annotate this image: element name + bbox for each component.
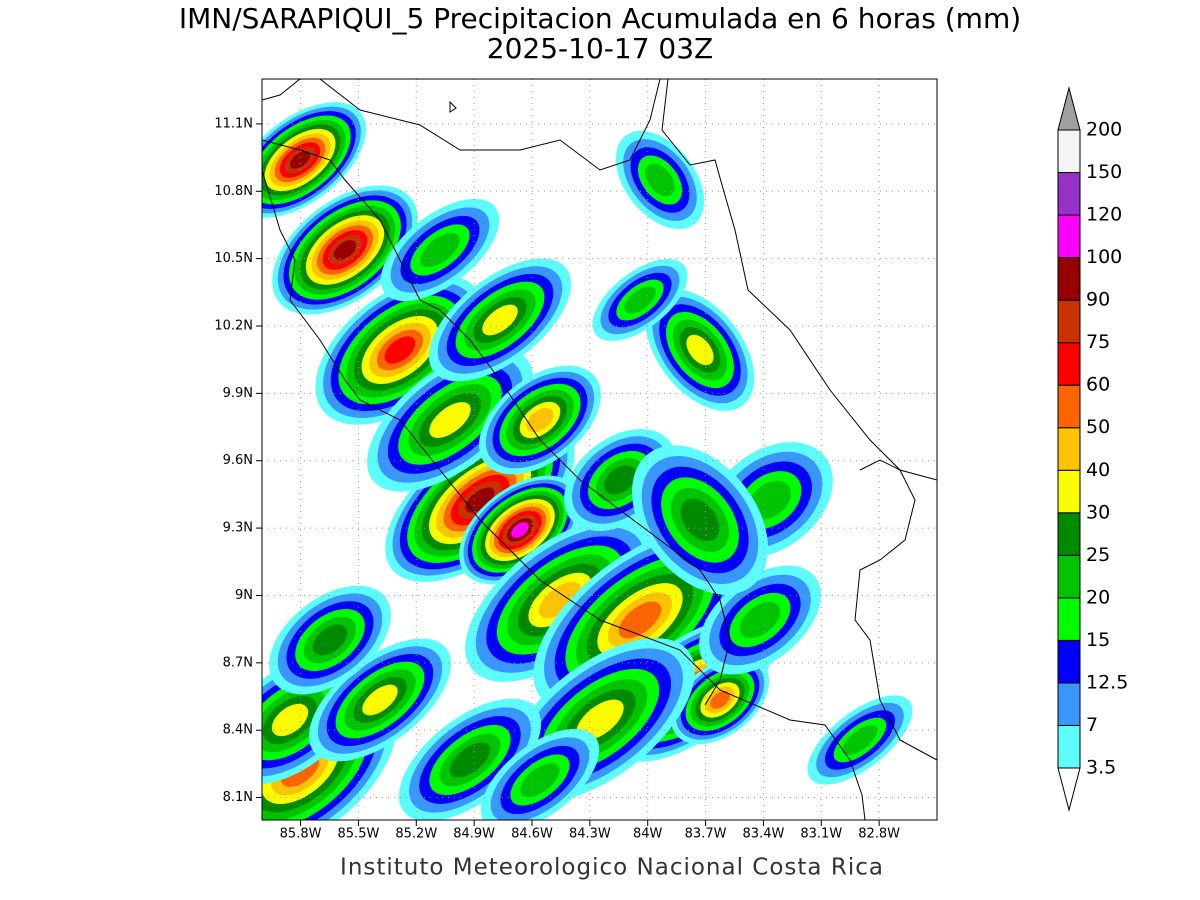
colorbar-box: [1057, 597, 1081, 641]
colorbar-label: 20: [1086, 586, 1110, 608]
x-tick-label: 84W: [633, 827, 663, 842]
coastline: [661, 79, 937, 481]
y-tick-label: 10.8N: [214, 184, 253, 199]
colorbar-label: 200: [1086, 119, 1122, 141]
rain-area: [686, 334, 714, 366]
x-tick-label: 84.3W: [569, 827, 611, 842]
colorbar-box: [1057, 129, 1081, 174]
precip-field: [262, 102, 913, 820]
y-tick-label: 9N: [235, 588, 253, 603]
coastline: [262, 79, 301, 101]
colorbar-label: 30: [1086, 501, 1110, 523]
rain-area: [511, 522, 529, 538]
rain-area: [333, 240, 357, 260]
plot-frame: [261, 78, 938, 821]
colorbar-label: 7: [1086, 714, 1098, 736]
subtitle: 2025-10-17 03Z: [487, 32, 713, 65]
coastline: [262, 169, 866, 820]
colorbar-label: 50: [1086, 416, 1110, 438]
rain-area: [576, 699, 624, 741]
y-tick-label: 10.5N: [214, 251, 253, 266]
island: [449, 100, 457, 113]
colorbar-box: [1057, 469, 1081, 514]
x-tick-label: 83.7W: [685, 827, 727, 842]
colorbar-label: 90: [1086, 289, 1110, 311]
rain-area: [645, 163, 675, 197]
footer: Instituto Meteorologico Nacional Costa R…: [340, 855, 884, 881]
colorbar-box: [1057, 554, 1081, 599]
x-tick-label: 82.8W: [858, 827, 900, 842]
title: IMN/SARAPIQUI_5 Precipitacion Acumulada …: [179, 2, 1021, 35]
colorbar-box: [1057, 299, 1081, 344]
rain-area: [618, 601, 662, 639]
colorbar-label: 60: [1086, 374, 1110, 396]
rain-area: [538, 581, 582, 619]
colorbar-label: 120: [1086, 204, 1122, 226]
coastline: [319, 79, 661, 171]
y-tick-label: 9.3N: [223, 521, 253, 536]
colorbar-box: [1057, 384, 1081, 429]
colorbar-box: [1057, 257, 1081, 301]
x-tick-label: 83.4W: [743, 827, 785, 842]
x-tick-label: 84.6W: [511, 827, 553, 842]
rain-area: [384, 336, 416, 364]
rain-area: [465, 487, 495, 513]
coastlines: [262, 79, 937, 820]
x-tick-label: 85.5W: [338, 827, 380, 842]
rain-area: [449, 742, 491, 778]
y-tick-label: 8.1N: [223, 790, 253, 805]
rain-area: [482, 304, 518, 336]
colorbar-over: [1057, 86, 1081, 131]
colorbar-box: [1057, 214, 1081, 259]
colorbar-label: 15: [1086, 629, 1110, 651]
rain-area: [680, 498, 720, 542]
x-tick-label: 84.9W: [453, 827, 495, 842]
rain-area: [289, 151, 311, 169]
rain-area: [520, 762, 560, 798]
colorbar-box: [1057, 512, 1081, 556]
colorbar-box: [1057, 172, 1081, 216]
x-tick-label: 83.1W: [800, 827, 842, 842]
colorbar-box: [1057, 427, 1081, 471]
y-tick-label: 11.1N: [214, 116, 253, 131]
colorbar-label: 150: [1086, 161, 1122, 183]
grid: 11.1N 10.8N 10.5N 10.2N 9.9N 9.6N 9.3N 9N 8.7N 8.…: [214, 79, 937, 842]
rain-area: [312, 624, 348, 656]
rain-area: [624, 286, 656, 314]
border: [262, 139, 731, 706]
colorbar-box: [1057, 342, 1081, 386]
colorbar-label: 75: [1086, 331, 1110, 353]
y-tick-label: 9.9N: [223, 386, 253, 401]
y-tick-label: 10.2N: [214, 319, 253, 334]
rain-area: [362, 684, 398, 716]
rain-area: [842, 725, 878, 755]
x-tick-label: 85.2W: [395, 827, 437, 842]
colorbar-label: 40: [1086, 459, 1110, 481]
colorbar-label: 12.5: [1086, 671, 1128, 693]
rain-area: [710, 691, 730, 709]
colorbar-label: 3.5: [1086, 757, 1116, 779]
colorbar-box: [1057, 639, 1081, 684]
rain-area: [739, 601, 781, 639]
colorbar: 3.5 7 12.5 15 20 25 30 40 50 60 75 90 100 120 150 200: [1057, 86, 1128, 812]
y-tick-label: 8.4N: [223, 723, 253, 738]
rain-area: [271, 703, 309, 737]
colorbar-under: [1057, 767, 1081, 812]
rain-area: [526, 407, 554, 433]
rain-area: [429, 402, 471, 438]
border: [854, 459, 937, 761]
colorbar-box: [1057, 724, 1081, 769]
x-tick-label: 85.8W: [280, 827, 322, 842]
y-tick-label: 9.6N: [223, 453, 253, 468]
colorbar-label: 25: [1086, 544, 1110, 566]
colorbar-box: [1057, 682, 1081, 726]
rain-area: [749, 480, 791, 520]
colorbar-label: 100: [1086, 246, 1122, 268]
y-tick-label: 8.7N: [223, 655, 253, 670]
rain-area: [604, 465, 636, 495]
